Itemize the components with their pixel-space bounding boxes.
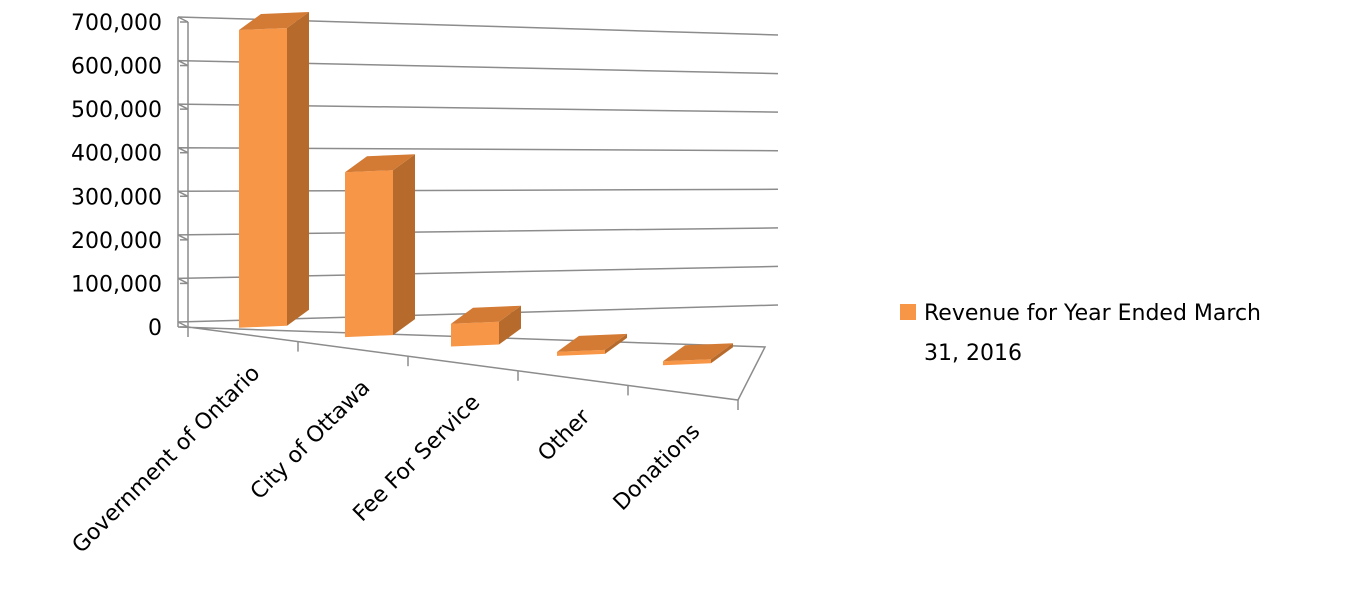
y-tick-label: 600,000 xyxy=(71,55,162,80)
y-tick-label: 500,000 xyxy=(71,98,162,123)
bar-front xyxy=(451,321,499,347)
y-tick-label: 200,000 xyxy=(71,229,162,254)
bar-side xyxy=(393,154,415,336)
bar-side xyxy=(499,305,521,345)
x-category-label: Fee For Service xyxy=(349,390,486,527)
bar-top xyxy=(663,343,733,362)
y-tick-label: 700,000 xyxy=(71,11,162,36)
bar-top xyxy=(451,305,521,324)
bar-side xyxy=(605,333,627,354)
bars xyxy=(239,12,733,366)
bar-side xyxy=(711,343,733,364)
y-tick-label: 400,000 xyxy=(71,142,162,167)
legend-label-line1: Revenue for Year Ended March xyxy=(924,301,1261,326)
bar-top xyxy=(345,154,415,173)
bar-front xyxy=(239,28,287,328)
x-category-label: Other xyxy=(533,404,596,467)
bar-side xyxy=(287,12,309,326)
y-tick-labels: 0 100,000 200,000 300,000 400,000 500,000 600,… xyxy=(71,11,162,341)
y-tick-label: 0 xyxy=(148,316,162,341)
y-tick-label: 300,000 xyxy=(71,185,162,210)
bar-top xyxy=(557,333,627,352)
legend: Revenue for Year Ended March 31, 2016 xyxy=(900,301,1261,366)
legend-swatch xyxy=(900,304,916,320)
axis-layer xyxy=(180,21,739,410)
legend-label-line2: 31, 2016 xyxy=(924,341,1022,366)
x-category-label: City of Ottawa xyxy=(246,375,375,504)
bar-top xyxy=(239,12,309,30)
bar-front xyxy=(345,170,393,338)
x-category-label: Government of Ontario xyxy=(68,361,266,559)
x-category-label: Donations xyxy=(609,419,705,515)
y-tick-label: 100,000 xyxy=(71,272,162,297)
